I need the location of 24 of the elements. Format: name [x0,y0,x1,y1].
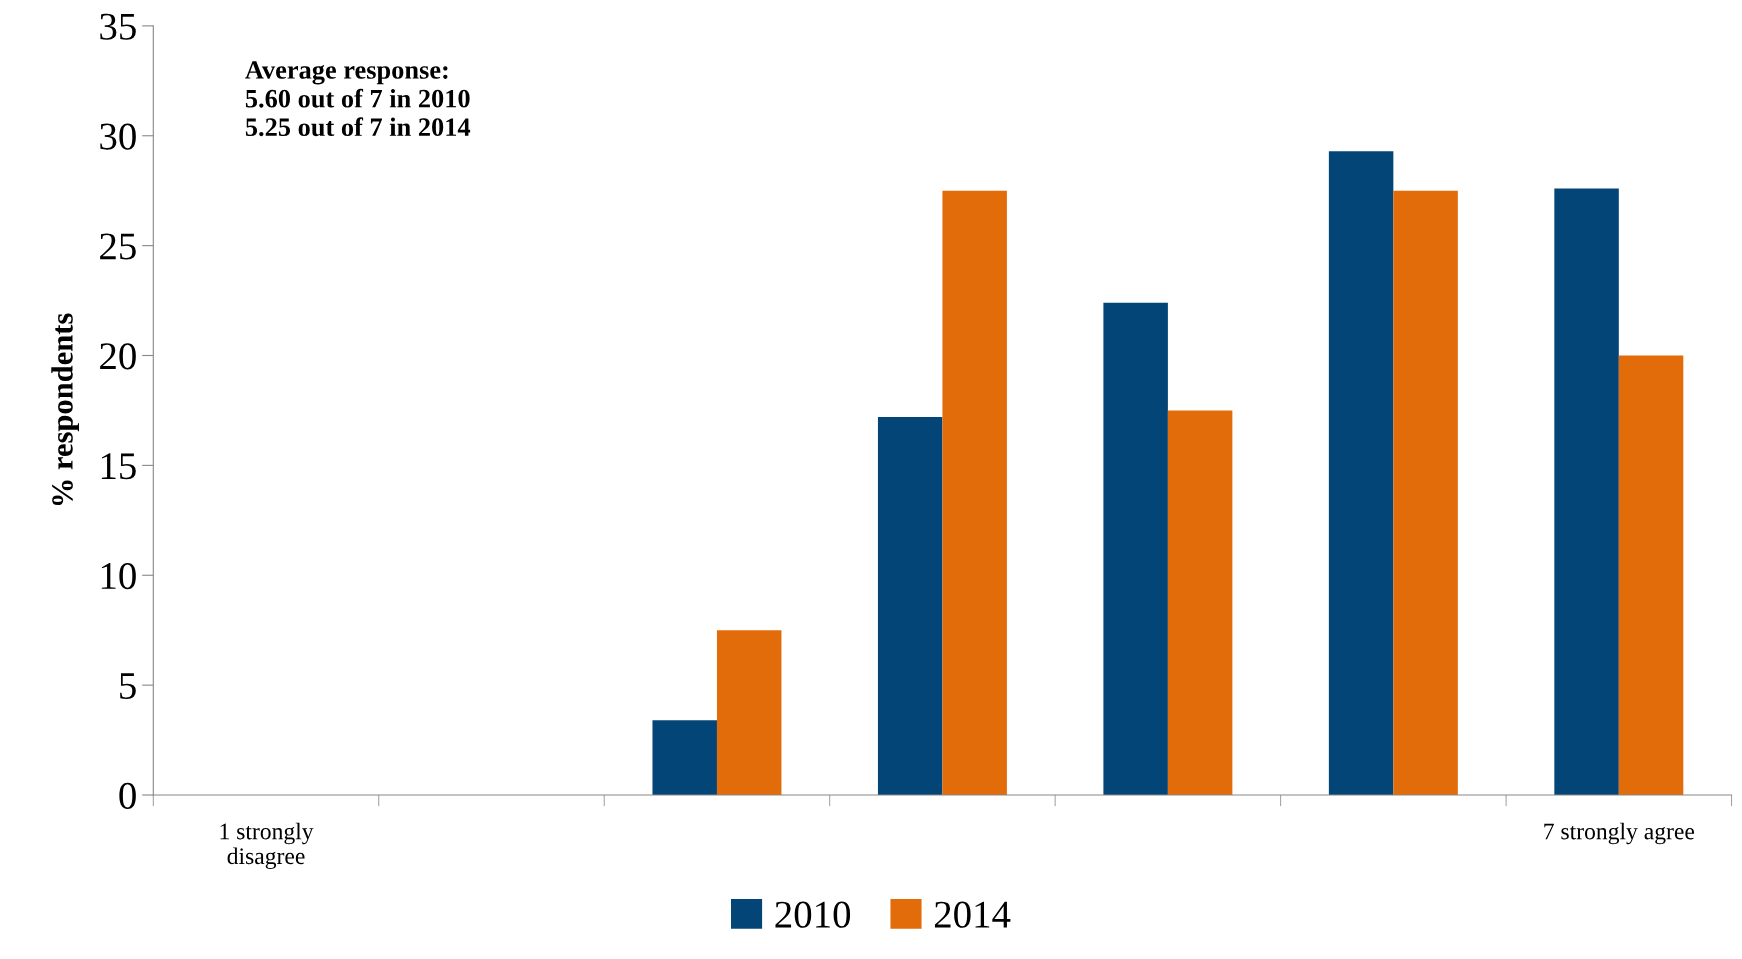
y-tick-label: 35 [100,13,136,40]
y-tick-label: 25 [100,233,136,260]
y-tick-label: 10 [101,562,136,590]
bar [1328,151,1394,796]
y-tick-label: 0 [119,782,136,809]
bar [1618,355,1684,796]
y-axis-title: % respondents [51,313,79,506]
x-tick-label: 7 strongly agree [1544,822,1695,845]
bar [1167,410,1233,796]
legend-label: 2014 [934,901,1011,928]
bar [942,190,1007,796]
y-tick-label: 15 [101,453,136,480]
bar [877,417,943,796]
legend-label: 2010 [775,901,851,928]
x-tick-label: 1 strongly disagree [220,822,314,870]
bar [1103,302,1168,796]
y-tick-label: 30 [100,123,136,150]
y-tick-label: 20 [100,343,136,370]
y-tick-label: 5 [120,673,136,700]
bar [1554,188,1619,796]
bar [716,630,782,796]
bar [652,720,717,796]
annotation: Average response: 5.60 out of 7 in 2010 5.25 out of 7 in 2014 [245,61,471,137]
bar [1393,190,1458,796]
